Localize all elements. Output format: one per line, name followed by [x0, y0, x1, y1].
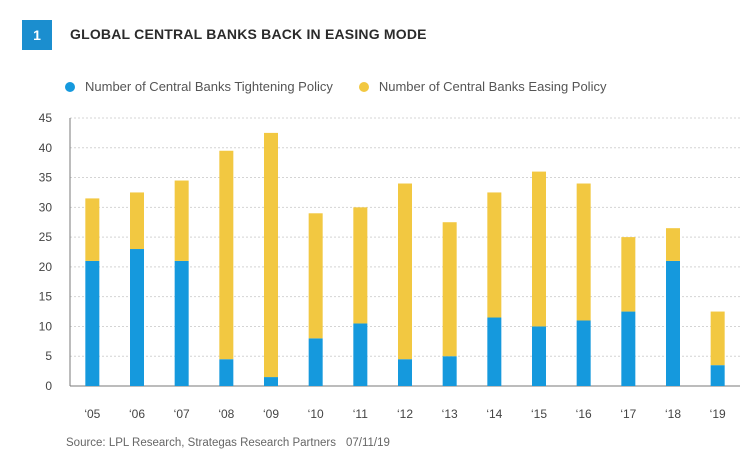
x-tick-label: ‘10: [308, 407, 324, 421]
bar-tightening: [219, 359, 234, 386]
x-tick-label: ‘14: [486, 407, 502, 421]
bar-easing: [130, 192, 144, 250]
bar-tightening: [85, 260, 100, 386]
x-tick-label: ‘07: [174, 407, 190, 421]
y-tick-label: 40: [39, 141, 53, 155]
bar-tightening: [710, 365, 725, 386]
x-tick-label: ‘12: [397, 407, 413, 421]
bar-tightening: [264, 377, 278, 386]
bar-easing: [174, 180, 189, 261]
bar-tightening: [576, 320, 591, 386]
figure-number-badge: 1: [22, 20, 52, 50]
x-tick-label: ‘19: [710, 407, 726, 421]
x-tick-label: ‘16: [576, 407, 592, 421]
bar-easing: [532, 171, 546, 327]
bar-easing: [576, 183, 591, 321]
x-tick-label: ‘08: [218, 407, 234, 421]
bar-easing: [264, 132, 278, 378]
y-tick-label: 35: [39, 171, 53, 185]
y-tick-label: 5: [45, 349, 52, 363]
y-tick-label: 30: [39, 200, 53, 214]
bar-easing: [308, 213, 323, 339]
bar-tightening: [398, 359, 412, 386]
y-tick-label: 10: [39, 319, 53, 333]
bar-tightening: [174, 260, 189, 386]
x-tick-label: ‘13: [442, 407, 458, 421]
x-tick-label: ‘09: [263, 407, 279, 421]
chart-title: GLOBAL CENTRAL BANKS BACK IN EASING MODE: [70, 26, 427, 42]
y-tick-label: 20: [39, 260, 53, 274]
bar-tightening: [442, 356, 457, 386]
bar-easing: [487, 192, 502, 318]
bar-tightening: [487, 317, 502, 386]
legend-item-easing: Number of Central Banks Easing Policy: [358, 79, 607, 94]
source-text: Source: LPL Research, Strategas Research…: [66, 437, 336, 449]
legend-label-easing: Number of Central Banks Easing Policy: [378, 79, 607, 94]
bar-easing: [442, 222, 457, 357]
bar-tightening: [130, 249, 144, 386]
bar-easing: [85, 198, 100, 261]
y-tick-label: 0: [45, 379, 52, 393]
bar-easing: [710, 311, 725, 366]
bar-tightening: [666, 260, 680, 386]
x-tick-label: ‘11: [353, 407, 368, 421]
bar-tightening: [353, 323, 368, 386]
source-note: Source: LPL Research, Strategas Research…: [66, 437, 390, 449]
x-tick-label: ‘15: [531, 407, 547, 421]
bar-easing: [219, 150, 234, 360]
legend-label-tightening: Number of Central Banks Tightening Polic…: [85, 79, 333, 94]
y-tick-label: 15: [39, 290, 53, 304]
bar-tightening: [308, 338, 323, 386]
x-tick-label: ‘06: [129, 407, 145, 421]
chart-legend: Number of Central Banks Tightening Polic…: [65, 79, 632, 94]
bar-tightening: [532, 326, 546, 386]
legend-item-tightening: Number of Central Banks Tightening Polic…: [65, 79, 333, 94]
y-tick-label: 25: [39, 230, 53, 244]
bar-easing: [353, 207, 368, 324]
x-tick-label: ‘17: [620, 407, 636, 421]
bar-easing: [398, 183, 412, 360]
y-tick-label: 45: [39, 111, 53, 125]
legend-swatch-tightening: [65, 81, 75, 92]
x-tick-label: ‘05: [84, 407, 100, 421]
bar-easing: [621, 237, 636, 312]
bar-easing: [666, 228, 680, 261]
legend-swatch-easing: [358, 81, 369, 92]
source-date: 07/11/19: [345, 437, 390, 449]
x-tick-label: ‘18: [665, 407, 681, 421]
bar-tightening: [621, 311, 636, 386]
